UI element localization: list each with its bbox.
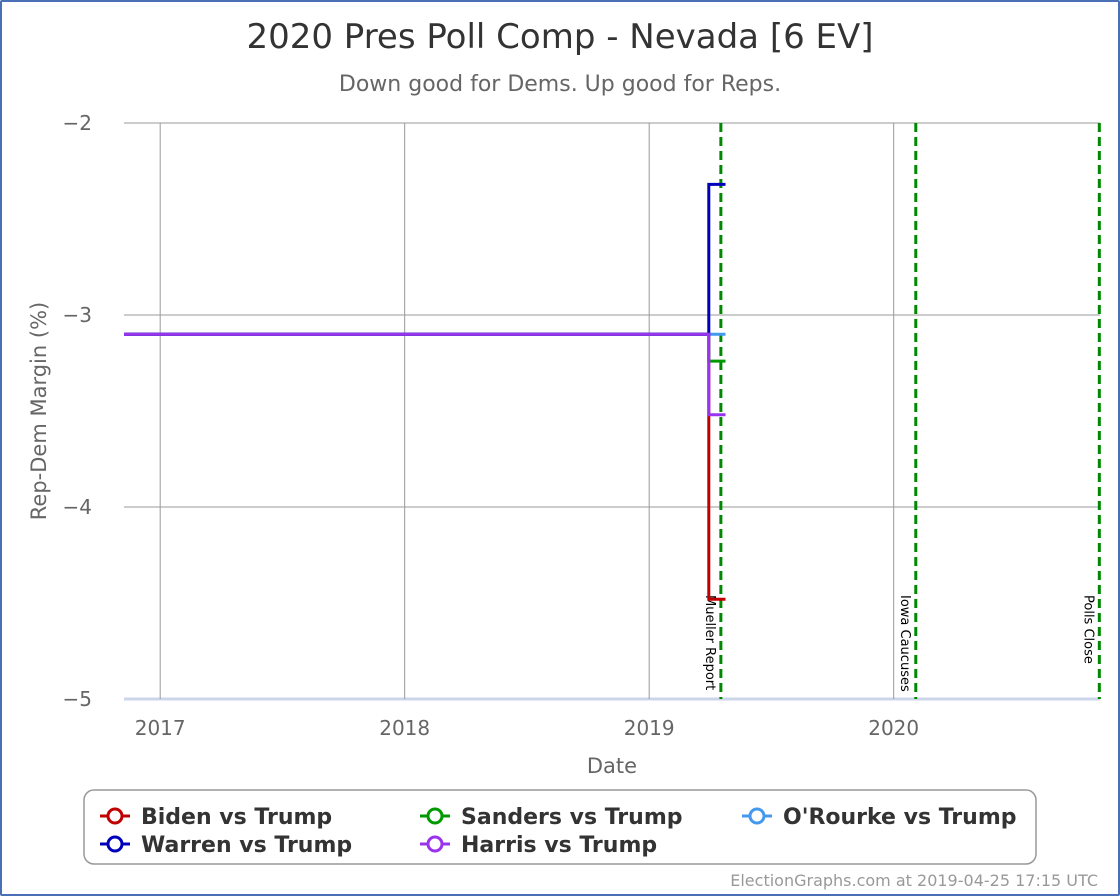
event-label: Iowa Caucuses [897,595,912,692]
y-tick-label: −2 [63,111,92,135]
legend-swatch-marker [426,835,444,853]
event-label: Mueller Report [702,595,717,690]
x-tick-label: 2017 [135,716,186,740]
chart-title: 2020 Pres Poll Comp - Nevada [6 EV] [246,17,873,57]
chart-subtitle: Down good for Dems. Up good for Reps. [339,72,781,97]
legend-swatch-marker [106,807,124,825]
x-tick-label: 2019 [624,716,675,740]
axis-ticks: −2 −3 −4 −5 2017 2018 2019 2020 [63,111,920,740]
legend-item-label: Harris vs Trump [461,833,657,858]
x-axis-label: Date [587,754,637,778]
series-line [124,332,726,601]
legend-swatch-marker [748,807,766,825]
series-line [124,182,726,336]
legend-item-label: Warren vs Trump [141,833,352,858]
legend-swatch-marker [426,807,444,825]
y-tick-label: −5 [63,687,92,711]
x-tick-label: 2018 [379,716,430,740]
legend-item-label: Biden vs Trump [141,805,332,830]
event-markers: Mueller Report Iowa Caucuses Polls Close [702,123,1101,699]
series-lines [124,182,726,601]
x-tick-label: 2020 [868,716,919,740]
y-tick-label: −3 [63,303,92,327]
series-line [124,332,726,363]
legend-swatch-marker [106,835,124,853]
credit-text[interactable]: ElectionGraphs.com at 2019-04-25 17:15 U… [730,871,1098,890]
series-line [124,332,726,417]
event-label: Polls Close [1080,595,1095,664]
grid [124,122,1100,701]
legend-item-label: Sanders vs Trump [461,805,683,830]
y-axis-label: Rep-Dem Margin (%) [27,302,51,520]
legend: Biden vs Trump Sanders vs Trump O'Rourke v… [100,805,1017,858]
legend-item-label: O'Rourke vs Trump [783,805,1017,830]
legend-box [83,789,1037,865]
y-tick-label: −4 [63,495,92,519]
